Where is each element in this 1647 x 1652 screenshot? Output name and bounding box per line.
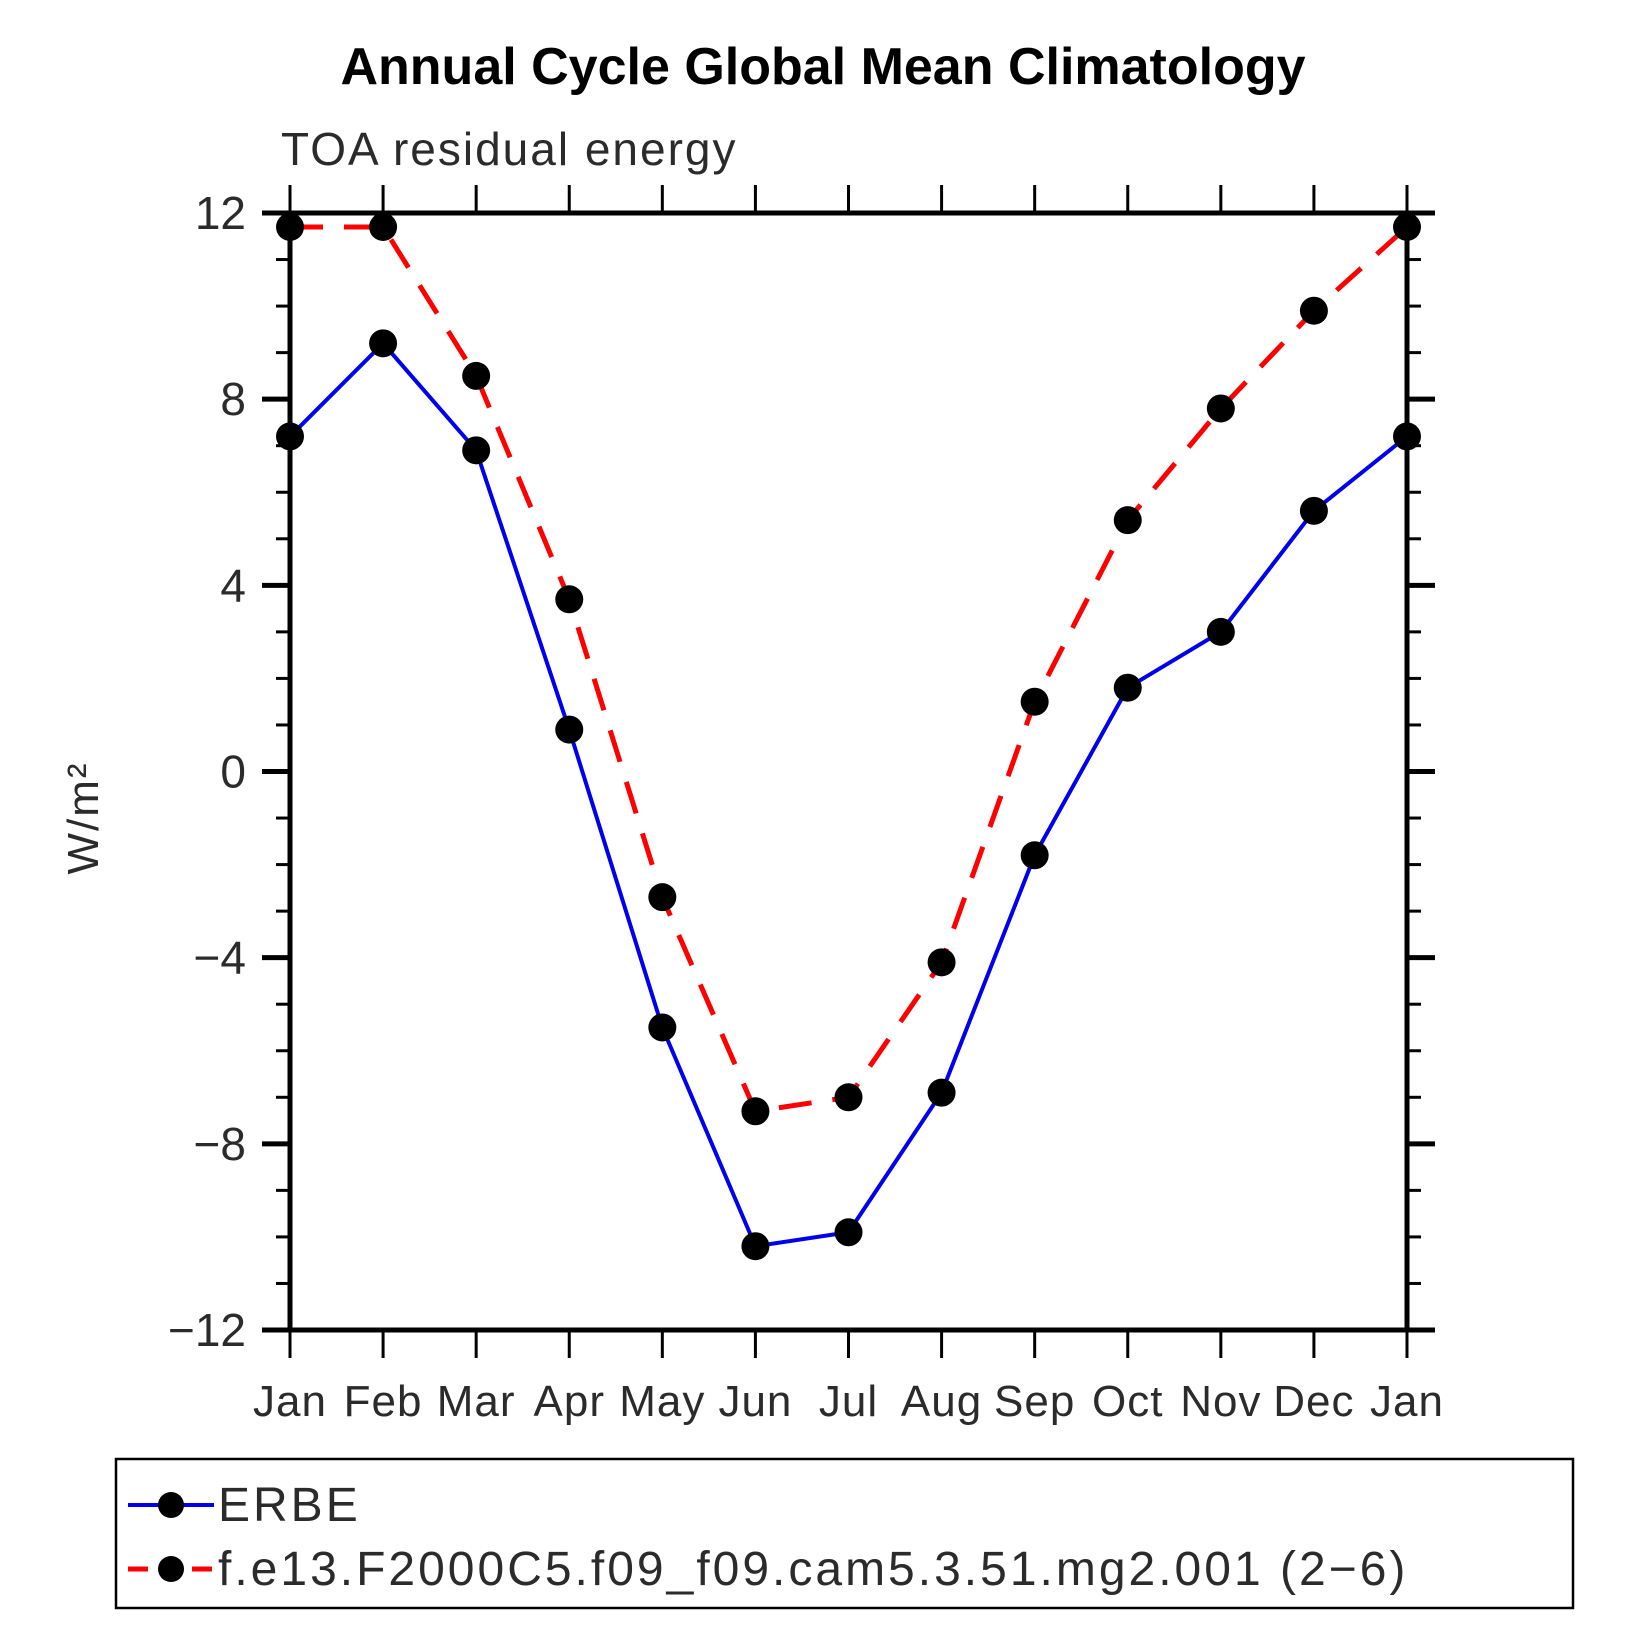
data-point	[1393, 212, 1421, 241]
chart-title: Annual Cycle Global Mean Climatology	[340, 38, 1305, 96]
data-point	[1113, 673, 1142, 702]
x-tick-label: Mar	[437, 1377, 516, 1426]
data-point	[1020, 841, 1049, 870]
x-tick-label: Feb	[344, 1377, 423, 1426]
data-point	[462, 361, 491, 390]
x-tick-label: Sep	[994, 1377, 1075, 1426]
data-point	[741, 1232, 770, 1261]
series-group	[276, 212, 1421, 1261]
series-line-model	[290, 224, 1409, 1115]
x-tick-label: Jan	[1370, 1377, 1444, 1426]
data-point	[276, 422, 304, 451]
y-tick-label: 4	[220, 559, 246, 611]
x-tick-label: Apr	[534, 1377, 605, 1426]
data-point	[1299, 296, 1328, 325]
data-point	[1393, 422, 1421, 451]
data-point	[741, 1097, 770, 1126]
y-tick-label: −4	[194, 932, 246, 984]
data-point	[648, 883, 677, 912]
data-point	[369, 329, 398, 358]
y-tick-label: 12	[195, 187, 246, 239]
x-tick-label: Jul	[819, 1377, 878, 1426]
data-point	[834, 1218, 863, 1247]
data-point	[1113, 506, 1142, 535]
data-point	[555, 715, 584, 744]
x-tick-label: Dec	[1273, 1377, 1354, 1426]
data-point	[369, 212, 398, 241]
data-point	[1020, 687, 1049, 716]
plot-frame	[287, 210, 1410, 1333]
data-point	[648, 1013, 677, 1042]
data-point	[276, 212, 304, 241]
data-point	[1206, 617, 1235, 646]
y-tick-label: −8	[194, 1118, 246, 1170]
chart-subtitle: TOA residual energy	[281, 123, 738, 175]
x-tick-label: May	[619, 1377, 705, 1426]
data-point	[834, 1083, 863, 1112]
legend-box	[114, 1457, 1575, 1610]
y-tick-label: −12	[168, 1304, 246, 1356]
data-point	[1206, 394, 1235, 423]
data-point	[555, 585, 584, 614]
legend-marker	[158, 1556, 184, 1582]
data-point	[462, 436, 491, 465]
legend-marker	[158, 1492, 184, 1518]
x-tick-label: Aug	[901, 1377, 982, 1426]
legend-group: ERBE f.e13.F2000C5.f09_f09.cam5.3.51.mg2.…	[114, 1457, 1575, 1610]
legend-entry-label: f.e13.F2000C5.f09_f09.cam5.3.51.mg2.001 …	[218, 1543, 1408, 1596]
y-tick-label: 0	[220, 746, 246, 798]
y-axis-label: W/m²	[59, 761, 108, 874]
axes-group: −12 −8 −4 0 4 8 12 Jan Feb Mar Apr May Jun Jul Aug Sep O…	[168, 185, 1444, 1426]
x-tick-label: Oct	[1092, 1377, 1163, 1426]
legend-entry-label: ERBE	[218, 1479, 361, 1532]
x-tick-label: Jun	[718, 1377, 792, 1426]
y-tick-label: 8	[220, 373, 246, 425]
x-tick-label: Jan	[253, 1377, 327, 1426]
x-tick-label: Nov	[1180, 1377, 1261, 1426]
data-point	[1299, 496, 1328, 525]
data-point	[927, 948, 956, 977]
data-point	[927, 1078, 956, 1107]
